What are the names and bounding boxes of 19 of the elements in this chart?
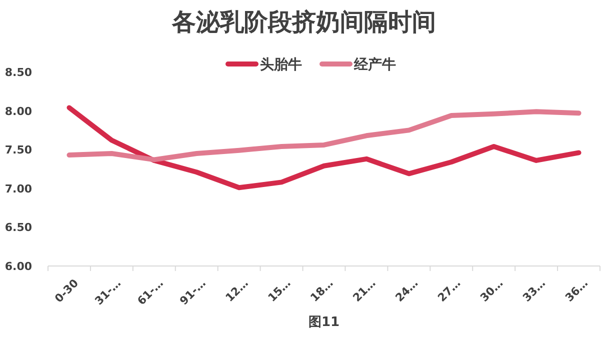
y-tick-label: 8.00 [4,104,32,118]
legend-label: 头胎牛 [260,57,302,73]
y-tick-label: 7.50 [4,144,32,157]
x-tick-label: 24… [392,276,421,304]
x-tick-label: 33… [520,276,548,304]
x-tick-label: 15… [266,276,294,304]
x-tick-label: 30… [478,276,506,304]
x-tick-label: 36… [562,276,591,304]
x-tick-label: 21… [350,276,378,304]
chart-title: 各泌乳阶段挤奶间隔时间 [171,8,436,36]
x-tick-label: 12… [223,276,251,304]
y-tick-label: 6.00 [4,260,32,273]
x-axis-title: 图11 [308,315,340,330]
legend-label: 经产牛 [353,56,396,73]
y-tick-label: 7.00 [4,182,32,196]
y-tick-label: 8.50 [4,66,32,79]
x-tick-label: 18… [308,276,336,304]
y-tick-label: 6.50 [4,221,32,234]
x-tick-label: 27… [435,276,464,304]
